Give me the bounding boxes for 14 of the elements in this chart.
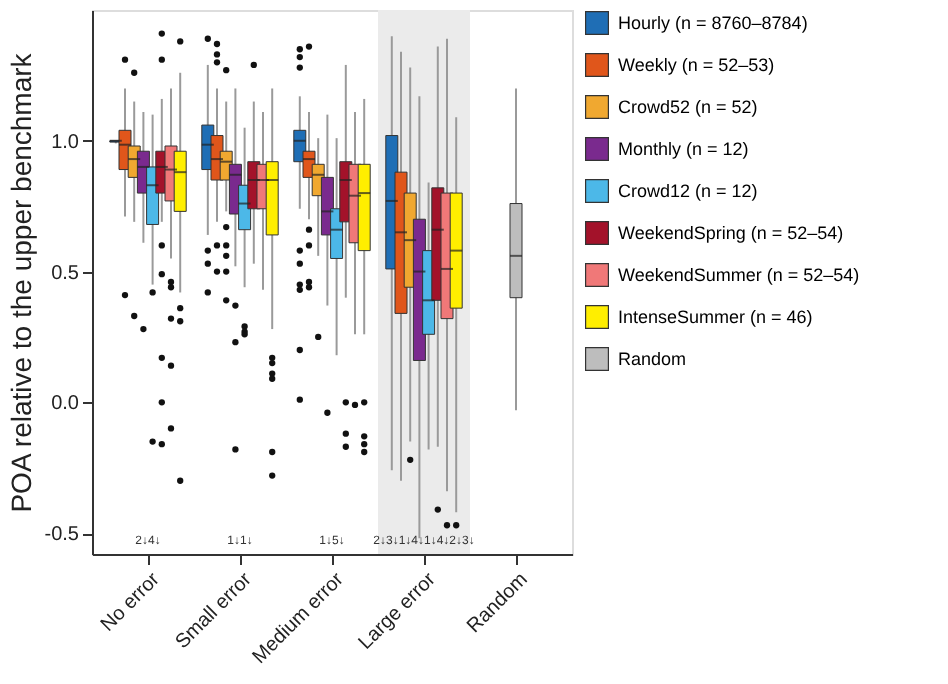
y-tick-label: 0.5 [51, 262, 80, 285]
y-tick-label: 1.0 [51, 131, 80, 154]
y-tick-label: -0.5 [44, 524, 80, 547]
legend-label: Random [618, 349, 687, 369]
legend-label: Crowd12 (n = 12) [618, 181, 758, 201]
legend-label: Hourly (n = 8760–8784) [618, 13, 808, 33]
y-tick-label: 0.0 [51, 393, 80, 416]
legend-label: IntenseSummer (n = 46) [618, 307, 813, 327]
legend-label: WeekendSpring (n = 52–54) [618, 223, 844, 243]
legend-label: Weekly (n = 52–53) [618, 55, 775, 75]
legend-label: Crowd52 (n = 52) [618, 97, 758, 117]
y-axis-title: POA relative to the upper benchmark [4, 51, 37, 513]
legend-label: WeekendSummer (n = 52–54) [618, 265, 860, 285]
legend-label: Monthly (n = 12) [618, 139, 749, 159]
